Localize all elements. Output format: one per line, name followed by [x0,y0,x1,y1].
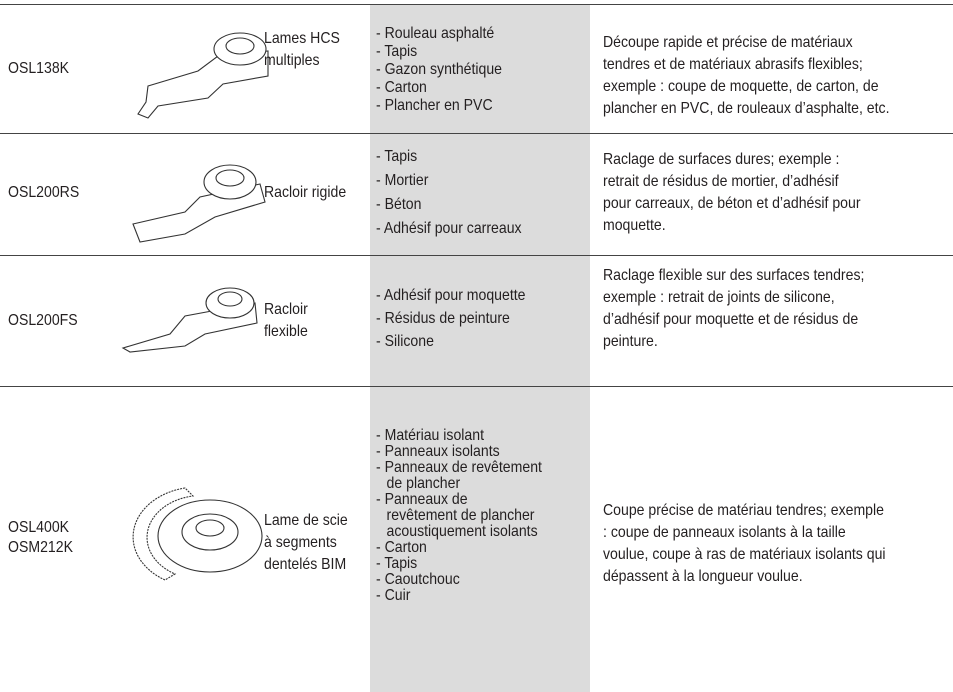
row-rule [0,133,953,134]
name-line: Lame de scie [264,512,348,529]
model: OSL138K [8,58,69,80]
materials: - Adhésif pour moquette - Résidus de pei… [376,284,526,353]
model-line: OSL200FS [8,312,78,329]
materials: - Rouleau asphalté - Tapis - Gazon synth… [376,25,502,115]
description: Coupe précise de matériau tendres; exemp… [603,500,886,588]
model-line: OSL138K [8,60,70,77]
blade-image [137,32,269,119]
name-line: à segments [264,534,337,551]
tool-name: Racloir flexible [264,299,308,343]
model-line: OSL400K [8,519,70,536]
materials-column [370,5,590,692]
material: - Adhésif pour moquette [376,287,526,304]
name-line: flexible [264,323,308,340]
material: - Adhésif pour carreaux [376,220,522,237]
description-line: retrait de résidus de mortier, d’adhésif [603,173,839,190]
row-rule [0,255,953,256]
model-line: OSL200RS [8,184,80,201]
material: - Tapis [376,148,418,165]
tool-name: Lames HCS multiples [264,28,340,72]
model: OSL400K OSM212K [8,518,73,558]
tool-name: Lame de scie à segments dentelés BIM [264,510,348,576]
description-line: exemple : coupe de moquette, de carton, … [603,78,879,95]
description-line: plancher en PVC, de rouleaux d’asphalte,… [603,100,890,117]
description: Raclage de surfaces dures; exemple : ret… [603,149,861,237]
material: - Caoutchouc [376,571,460,588]
model: OSL200RS [8,182,79,204]
description-line: voulue, coupe à ras de matériaux isolant… [603,546,886,563]
description-line: exemple : retrait de joints de silicone, [603,289,835,306]
model: OSL200FS [8,310,78,332]
description-line: Coupe précise de matériau tendres; exemp… [603,502,884,519]
tool-name: Racloir rigide [264,182,346,204]
description-line: : coupe de panneaux isolants à la taille [603,524,846,541]
material: de plancher [386,475,461,492]
description-line: peinture. [603,333,658,350]
material: - Rouleau asphalté [376,25,495,42]
name-line: Racloir [264,301,308,318]
materials: - Tapis - Mortier - Béton - Adhésif pour… [376,145,522,241]
material: - Panneaux de revêtement [376,459,542,476]
description: Découpe rapide et précise de matériaux t… [603,32,889,120]
material: - Béton [376,196,422,213]
model-line: OSM212K [8,539,73,556]
material: - Mortier [376,172,429,189]
material: - Tapis [376,43,418,60]
description-line: pour carreaux, de béton et d’adhésif pou… [603,195,861,212]
description-line: moquette. [603,217,666,234]
name-line: Lames HCS [264,30,340,47]
material: - Plancher en PVC [376,97,493,114]
name-line: multiples [264,52,320,69]
description: Raclage flexible sur des surfaces tendre… [603,265,864,353]
description-line: Raclage flexible sur des surfaces tendre… [603,267,865,284]
description-line: d’adhésif pour moquette et de résidus de [603,311,859,328]
material: - Cuir [376,587,411,604]
material: revêtement de plancher [386,507,535,524]
description-line: Découpe rapide et précise de matériaux [603,34,853,51]
material: - Carton [376,539,427,556]
blade-image [132,164,266,243]
description-line: dépassent à la longueur voulue. [603,568,803,585]
material: - Carton [376,79,427,96]
material: - Silicone [376,333,434,350]
material: - Matériau isolant [376,427,484,444]
description-line: Raclage de surfaces dures; exemple : [603,151,840,168]
material: acoustiquement isolants [386,523,538,540]
material: - Panneaux isolants [376,443,500,460]
blade-image [121,287,258,353]
row-rule [0,4,953,5]
name-line: dentelés BIM [264,556,347,573]
material: - Panneaux de [376,491,468,508]
blade-image [132,487,263,581]
name-line: Racloir rigide [264,184,347,201]
row-rule [0,386,953,387]
materials: - Matériau isolant - Panneaux isolants -… [376,428,542,604]
material: - Résidus de peinture [376,310,510,327]
material: - Gazon synthétique [376,61,503,78]
description-line: tendres et de matériaux abrasifs flexibl… [603,56,863,73]
material: - Tapis [376,555,418,572]
